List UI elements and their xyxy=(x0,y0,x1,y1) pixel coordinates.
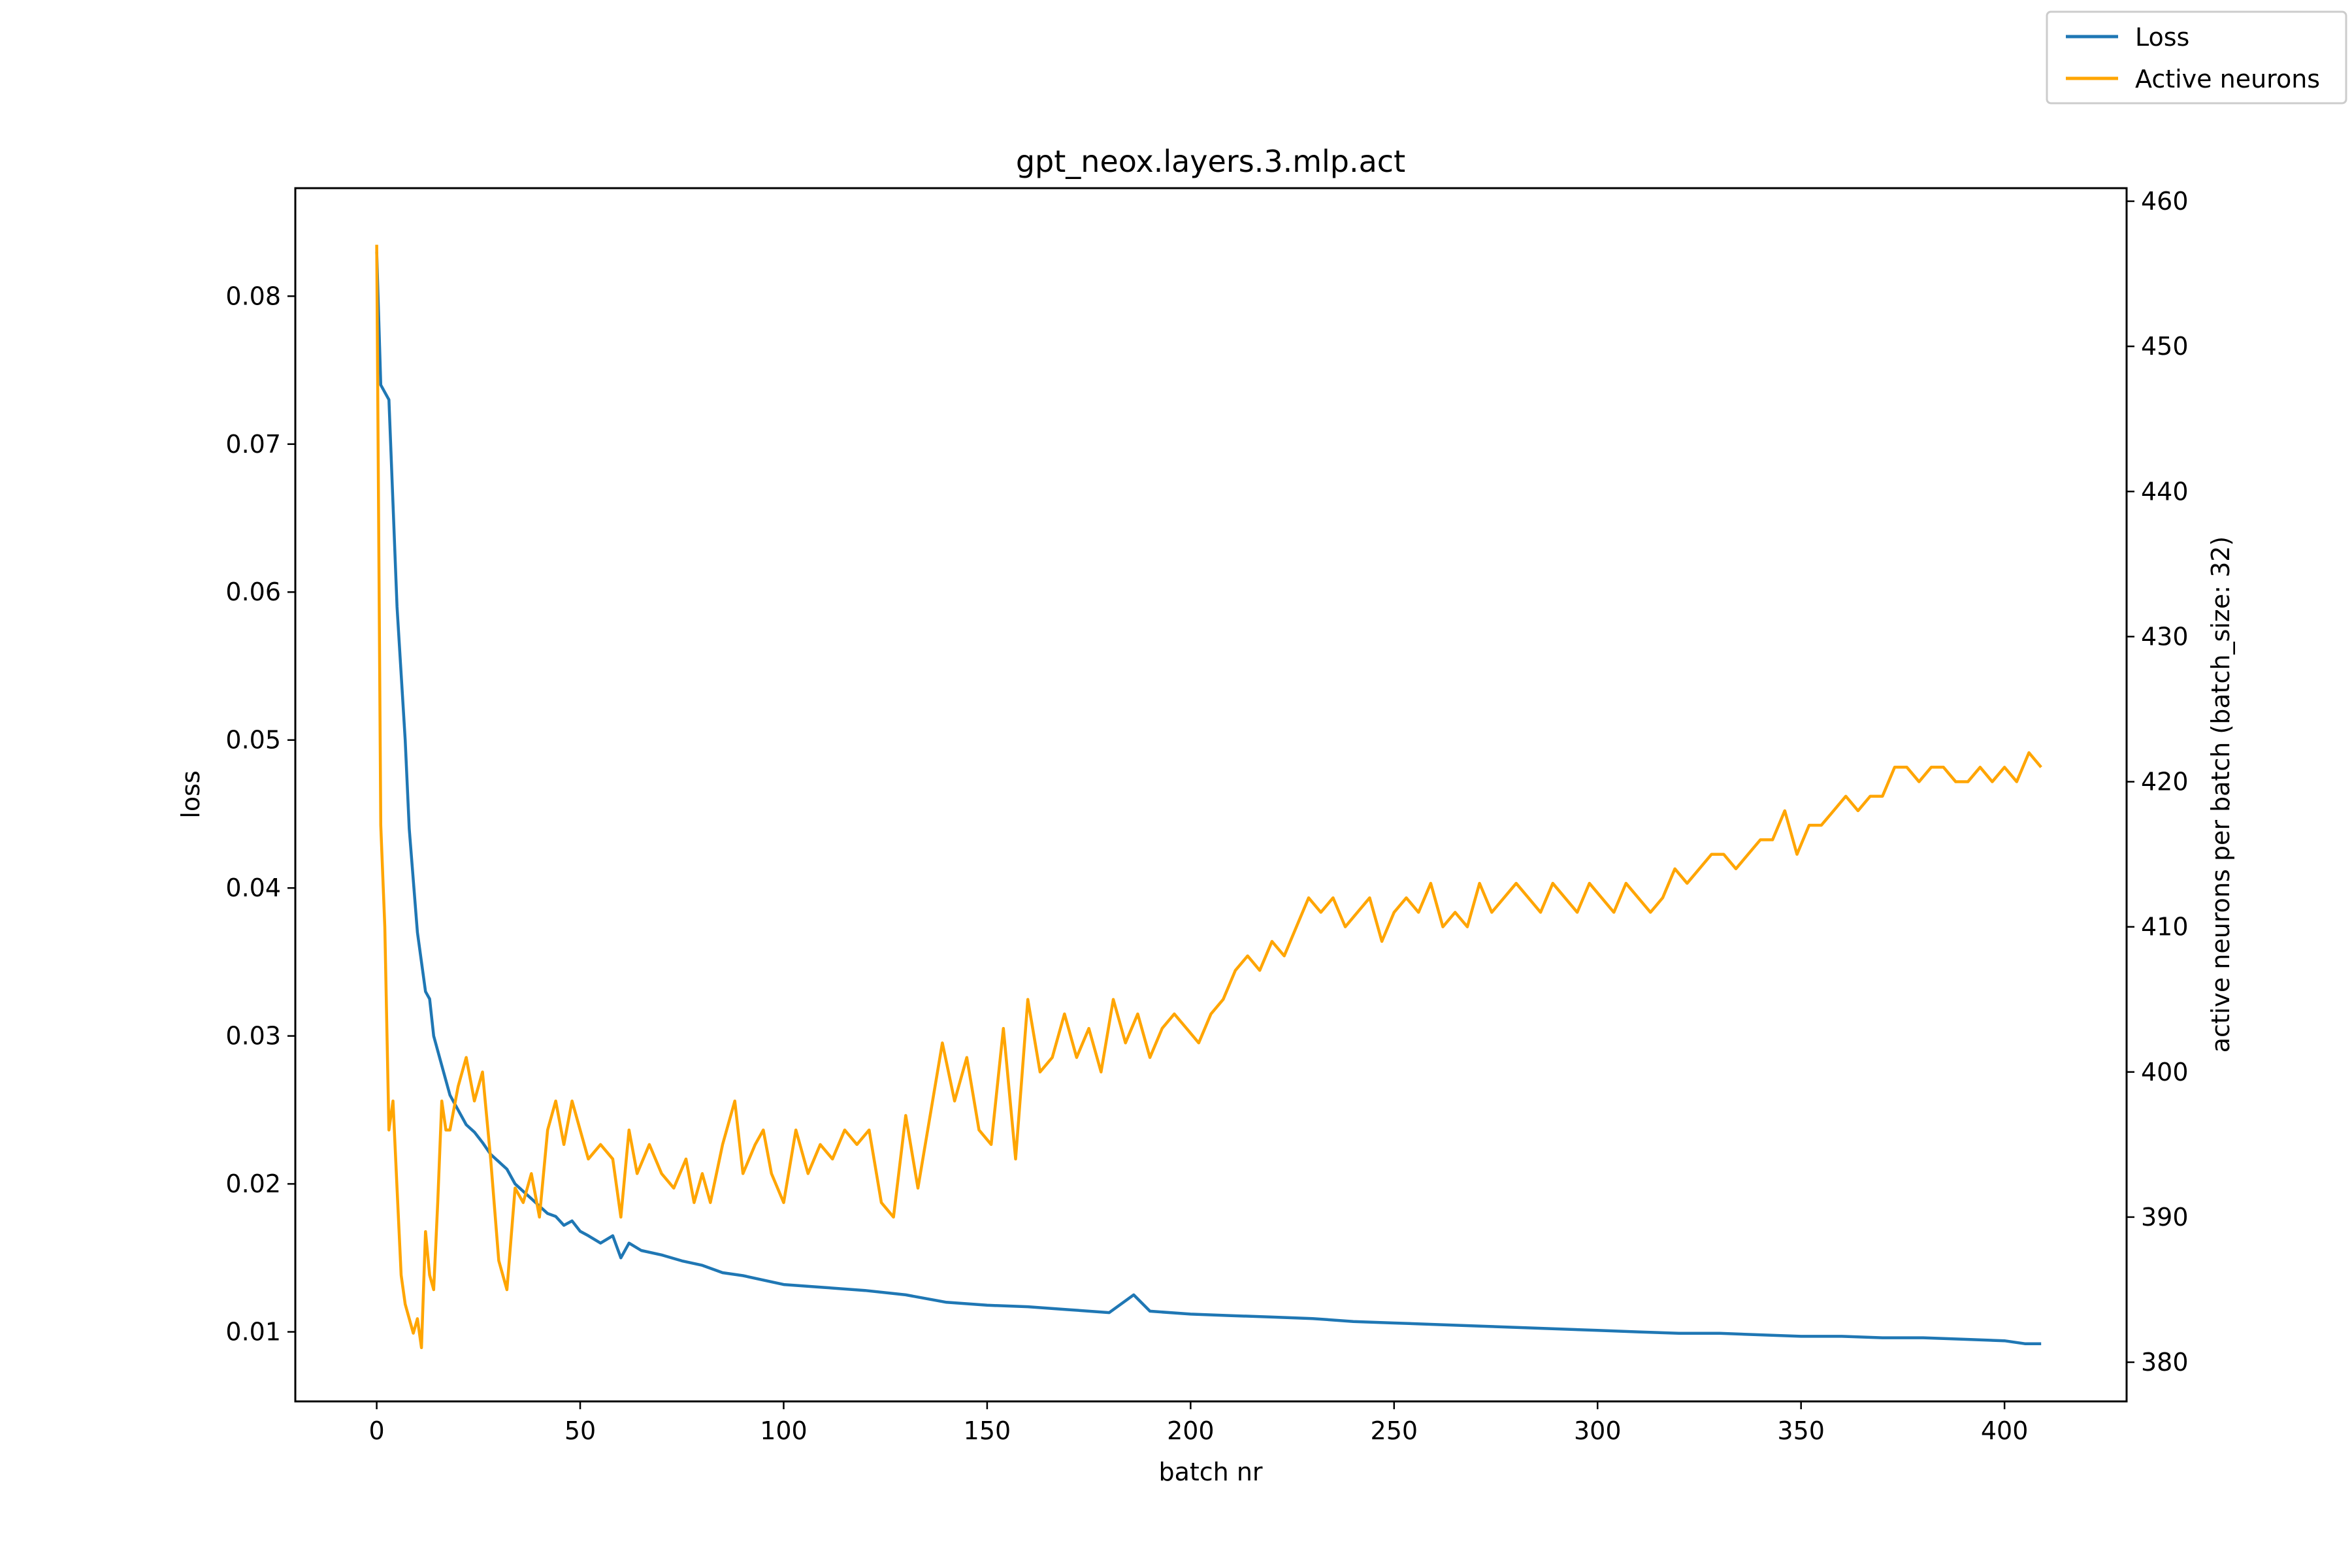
legend-label-active-neurons: Active neurons xyxy=(2135,65,2320,93)
x-tick-label: 200 xyxy=(1167,1416,1215,1445)
y2-tick-label: 420 xyxy=(2141,768,2189,796)
x-tick-label: 300 xyxy=(1574,1416,1622,1445)
x-axis-label: batch nr xyxy=(1158,1458,1262,1486)
y2-tick-label: 440 xyxy=(2141,477,2189,506)
y-tick-label: 0.01 xyxy=(225,1318,281,1347)
y-axis-label: loss xyxy=(176,770,205,818)
legend-box xyxy=(2046,10,2347,105)
x-tick-label: 400 xyxy=(1981,1416,2029,1445)
y2-tick-label: 430 xyxy=(2141,622,2189,651)
y2-tick-label: 380 xyxy=(2141,1348,2189,1377)
x-tick-label: 0 xyxy=(368,1416,384,1445)
x-tick-label: 250 xyxy=(1371,1416,1418,1445)
y2-tick-label: 460 xyxy=(2141,187,2189,216)
legend: Loss Active neurons xyxy=(2046,10,2347,105)
x-tick-label: 350 xyxy=(1777,1416,1825,1445)
y-tick-label: 0.08 xyxy=(225,282,281,310)
plot-area-frame xyxy=(294,187,2128,1403)
y-tick-label: 0.06 xyxy=(225,578,281,606)
plot-lines xyxy=(375,244,2042,1350)
y-tick-label: 0.02 xyxy=(225,1169,281,1198)
x-tick-label: 150 xyxy=(964,1416,1011,1445)
y-tick-label: 0.04 xyxy=(225,874,281,902)
y2-tick-label: 400 xyxy=(2141,1058,2189,1086)
x-tick-label: 100 xyxy=(760,1416,808,1445)
y-axis-left: 0.01 0.02 0.03 0.04 0.05 0.06 0.07 0.08 xyxy=(225,282,295,1347)
x-tick-label: 50 xyxy=(564,1416,596,1445)
y2-axis-label: active neurons per batch (batch_size: 32… xyxy=(2206,536,2235,1053)
y-tick-label: 0.03 xyxy=(225,1022,281,1051)
chart-title: gpt_neox.layers.3.mlp.act xyxy=(1016,144,1405,179)
y2-tick-label: 450 xyxy=(2141,332,2189,361)
y-tick-label: 0.05 xyxy=(225,726,281,755)
series-line-active-neurons xyxy=(375,244,2042,1350)
series-line-loss xyxy=(375,252,2042,1345)
y2-tick-label: 410 xyxy=(2141,913,2189,941)
y-tick-label: 0.07 xyxy=(225,430,281,459)
legend-label-loss: Loss xyxy=(2135,23,2189,52)
y2-tick-label: 390 xyxy=(2141,1203,2189,1232)
y-axis-right: 380 390 400 410 420 430 440 450 460 xyxy=(2127,187,2189,1377)
x-axis: 0 50 100 150 200 250 300 350 400 xyxy=(368,1401,2028,1445)
